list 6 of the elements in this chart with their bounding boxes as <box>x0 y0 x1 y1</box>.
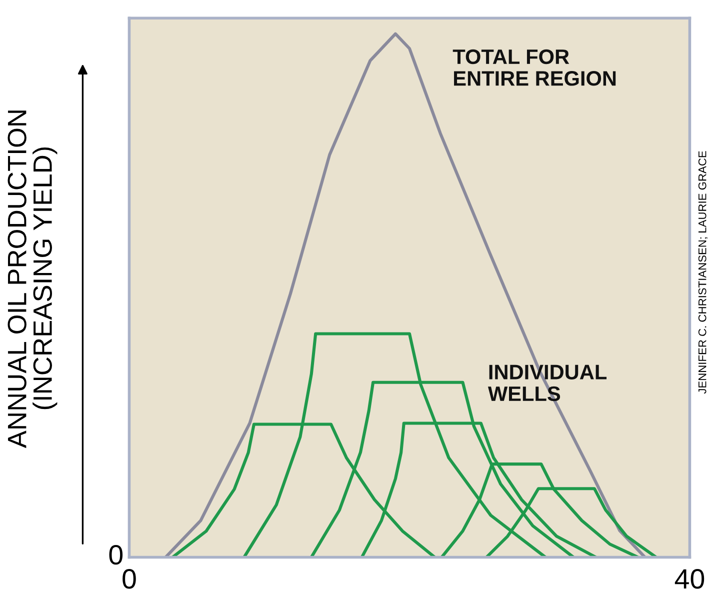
text: 0 <box>109 544 123 565</box>
y-axis-title: ANNUAL OIL PRODUCTION (INCREASING YIELD) <box>8 110 58 448</box>
x-tick-label: 40 <box>674 569 704 589</box>
text: JENNIFER C. CHRISTIANSEN; LAURIE GRACE <box>698 151 708 394</box>
annotation: TOTAL FOR ENTIRE REGION <box>452 49 616 86</box>
annotation: INDIVIDUAL WELLS <box>488 364 607 402</box>
